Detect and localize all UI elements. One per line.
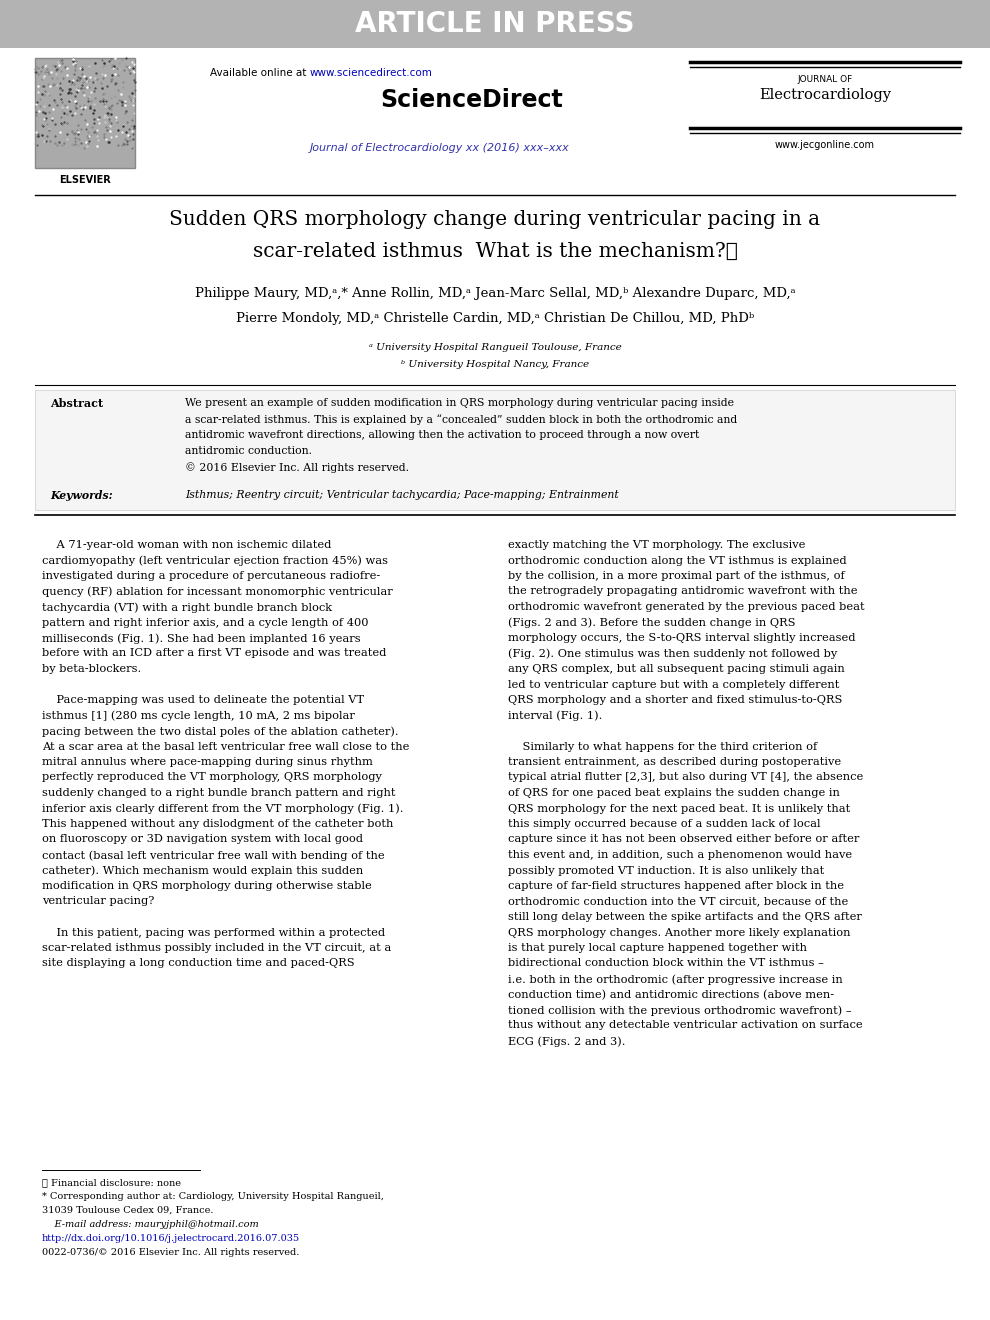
Text: QRS morphology changes. Another more likely explanation: QRS morphology changes. Another more lik… xyxy=(508,928,850,937)
Text: this simply occurred because of a sudden lack of local: this simply occurred because of a sudden… xyxy=(508,818,821,829)
Text: © 2016 Elsevier Inc. All rights reserved.: © 2016 Elsevier Inc. All rights reserved… xyxy=(185,462,409,473)
Text: ARTICLE IN PRESS: ARTICLE IN PRESS xyxy=(355,11,635,38)
Text: ELSEVIER: ELSEVIER xyxy=(59,176,111,185)
Text: orthodromic conduction into the VT circuit, because of the: orthodromic conduction into the VT circu… xyxy=(508,896,848,907)
Text: scar-related isthmus  What is the mechanism?★: scar-related isthmus What is the mechani… xyxy=(252,242,738,261)
Text: cardiomyopathy (left ventricular ejection fraction 45%) was: cardiomyopathy (left ventricular ejectio… xyxy=(42,556,388,566)
Text: (Fig. 2). One stimulus was then suddenly not followed by: (Fig. 2). One stimulus was then suddenly… xyxy=(508,648,838,659)
Text: We present an example of sudden modification in QRS morphology during ventricula: We present an example of sudden modifica… xyxy=(185,399,734,408)
Text: catheter). Which mechanism would explain this sudden: catheter). Which mechanism would explain… xyxy=(42,866,363,876)
Text: on fluoroscopy or 3D navigation system with local good: on fluoroscopy or 3D navigation system w… xyxy=(42,834,363,845)
Text: inferior axis clearly different from the VT morphology (Fig. 1).: inferior axis clearly different from the… xyxy=(42,804,404,814)
Text: Journal of Electrocardiology xx (2016) xxx–xxx: Journal of Electrocardiology xx (2016) x… xyxy=(310,143,570,153)
Text: At a scar area at the basal left ventricular free wall close to the: At a scar area at the basal left ventric… xyxy=(42,742,410,751)
Text: 0022-0736/© 2016 Elsevier Inc. All rights reserved.: 0022-0736/© 2016 Elsevier Inc. All right… xyxy=(42,1247,299,1257)
Text: of QRS for one paced beat explains the sudden change in: of QRS for one paced beat explains the s… xyxy=(508,788,840,799)
Text: capture of far-field structures happened after block in the: capture of far-field structures happened… xyxy=(508,880,844,891)
Text: tachycardia (VT) with a right bundle branch block: tachycardia (VT) with a right bundle bra… xyxy=(42,602,332,612)
Text: 31039 Toulouse Cedex 09, France.: 31039 Toulouse Cedex 09, France. xyxy=(42,1206,214,1214)
Text: * Corresponding author at: Cardiology, University Hospital Rangueil,: * Corresponding author at: Cardiology, U… xyxy=(42,1192,384,1201)
Text: This happened without any dislodgment of the catheter both: This happened without any dislodgment of… xyxy=(42,818,393,829)
Text: QRS morphology and a shorter and fixed stimulus-to-QRS: QRS morphology and a shorter and fixed s… xyxy=(508,696,842,705)
Text: Isthmus; Reentry circuit; Ventricular tachycardia; Pace-mapping; Entrainment: Isthmus; Reentry circuit; Ventricular ta… xyxy=(185,490,619,500)
Bar xyxy=(35,389,955,510)
Text: is that purely local capture happened together with: is that purely local capture happened to… xyxy=(508,942,807,953)
Text: conduction time) and antidromic directions (above men-: conduction time) and antidromic directio… xyxy=(508,990,835,999)
Text: by beta-blockers.: by beta-blockers. xyxy=(42,664,142,675)
Text: morphology occurs, the S-to-QRS interval slightly increased: morphology occurs, the S-to-QRS interval… xyxy=(508,634,855,643)
Text: Electrocardiology: Electrocardiology xyxy=(759,88,891,102)
Text: Sudden QRS morphology change during ventricular pacing in a: Sudden QRS morphology change during vent… xyxy=(169,210,821,228)
Text: In this patient, pacing was performed within a protected: In this patient, pacing was performed wi… xyxy=(42,928,385,937)
Text: interval (Fig. 1).: interval (Fig. 1). xyxy=(508,710,602,721)
Text: pacing between the two distal poles of the ablation catheter).: pacing between the two distal poles of t… xyxy=(42,726,399,737)
Text: investigated during a procedure of percutaneous radiofre-: investigated during a procedure of percu… xyxy=(42,572,380,581)
Text: milliseconds (Fig. 1). She had been implanted 16 years: milliseconds (Fig. 1). She had been impl… xyxy=(42,634,360,644)
Text: ᵇ University Hospital Nancy, France: ᵇ University Hospital Nancy, France xyxy=(401,360,589,370)
Text: quency (RF) ablation for incessant monomorphic ventricular: quency (RF) ablation for incessant monom… xyxy=(42,586,393,597)
Text: ECG (Figs. 2 and 3).: ECG (Figs. 2 and 3). xyxy=(508,1036,626,1047)
Text: pattern and right inferior axis, and a cycle length of 400: pattern and right inferior axis, and a c… xyxy=(42,618,368,627)
Text: modification in QRS morphology during otherwise stable: modification in QRS morphology during ot… xyxy=(42,880,372,891)
Text: typical atrial flutter [2,3], but also during VT [4], the absence: typical atrial flutter [2,3], but also d… xyxy=(508,772,863,783)
Text: before with an ICD after a first VT episode and was treated: before with an ICD after a first VT epis… xyxy=(42,648,386,659)
Text: Available online at: Available online at xyxy=(210,69,310,78)
Text: Pierre Mondoly, MD,ᵃ Christelle Cardin, MD,ᵃ Christian De Chillou, MD, PhDᵇ: Pierre Mondoly, MD,ᵃ Christelle Cardin, … xyxy=(236,312,754,325)
Text: A 71-year-old woman with non ischemic dilated: A 71-year-old woman with non ischemic di… xyxy=(42,540,332,550)
Text: (Figs. 2 and 3). Before the sudden change in QRS: (Figs. 2 and 3). Before the sudden chang… xyxy=(508,618,796,628)
Text: QRS morphology for the next paced beat. It is unlikely that: QRS morphology for the next paced beat. … xyxy=(508,804,850,813)
Text: tioned collision with the previous orthodromic wavefront) –: tioned collision with the previous ortho… xyxy=(508,1005,851,1015)
Text: thus without any detectable ventricular activation on surface: thus without any detectable ventricular … xyxy=(508,1020,862,1031)
Text: site displaying a long conduction time and paced-QRS: site displaying a long conduction time a… xyxy=(42,958,354,969)
Text: transient entrainment, as described during postoperative: transient entrainment, as described duri… xyxy=(508,756,842,767)
Text: a scar-related isthmus. This is explained by a “concealed” sudden block in both : a scar-related isthmus. This is explaine… xyxy=(185,414,738,425)
Text: www.jecgonline.com: www.jecgonline.com xyxy=(775,140,875,150)
Text: the retrogradely propagating antidromic wavefront with the: the retrogradely propagating antidromic … xyxy=(508,586,857,597)
Text: antidromic wavefront directions, allowing then the activation to proceed through: antidromic wavefront directions, allowin… xyxy=(185,430,699,440)
Text: ᵃ University Hospital Rangueil Toulouse, France: ᵃ University Hospital Rangueil Toulouse,… xyxy=(368,343,622,352)
Text: ventricular pacing?: ventricular pacing? xyxy=(42,896,154,907)
Text: Philippe Maury, MD,ᵃ,* Anne Rollin, MD,ᵃ Jean-Marc Sellal, MD,ᵇ Alexandre Duparc: Philippe Maury, MD,ᵃ,* Anne Rollin, MD,ᵃ… xyxy=(195,286,795,300)
Text: orthodromic wavefront generated by the previous paced beat: orthodromic wavefront generated by the p… xyxy=(508,602,864,612)
Text: antidromic conduction.: antidromic conduction. xyxy=(185,446,312,455)
Text: isthmus [1] (280 ms cycle length, 10 mA, 2 ms bipolar: isthmus [1] (280 ms cycle length, 10 mA,… xyxy=(42,710,354,721)
Text: exactly matching the VT morphology. The exclusive: exactly matching the VT morphology. The … xyxy=(508,540,806,550)
Text: ★ Financial disclosure: none: ★ Financial disclosure: none xyxy=(42,1177,181,1187)
Text: JOURNAL OF: JOURNAL OF xyxy=(797,75,852,84)
Text: led to ventricular capture but with a completely different: led to ventricular capture but with a co… xyxy=(508,680,840,689)
Text: Similarly to what happens for the third criterion of: Similarly to what happens for the third … xyxy=(508,742,818,751)
Text: by the collision, in a more proximal part of the isthmus, of: by the collision, in a more proximal par… xyxy=(508,572,844,581)
Text: orthodromic conduction along the VT isthmus is explained: orthodromic conduction along the VT isth… xyxy=(508,556,846,565)
Bar xyxy=(35,58,135,168)
Text: Keywords:: Keywords: xyxy=(50,490,113,502)
Text: suddenly changed to a right bundle branch pattern and right: suddenly changed to a right bundle branc… xyxy=(42,788,395,799)
Text: ScienceDirect: ScienceDirect xyxy=(380,88,562,112)
Text: www.sciencedirect.com: www.sciencedirect.com xyxy=(310,69,433,78)
Text: possibly promoted VT induction. It is also unlikely that: possibly promoted VT induction. It is al… xyxy=(508,866,825,875)
Text: http://dx.doi.org/10.1016/j.jelectrocard.2016.07.035: http://dx.doi.org/10.1016/j.jelectrocard… xyxy=(42,1234,300,1243)
Text: E-mail address: mauryjphil@hotmail.com: E-mail address: mauryjphil@hotmail.com xyxy=(42,1220,258,1229)
Text: contact (basal left ventricular free wall with bending of the: contact (basal left ventricular free wal… xyxy=(42,850,385,861)
Text: capture since it has not been observed either before or after: capture since it has not been observed e… xyxy=(508,834,859,845)
Text: i.e. both in the orthodromic (after progressive increase in: i.e. both in the orthodromic (after prog… xyxy=(508,974,842,985)
Text: perfectly reproduced the VT morphology, QRS morphology: perfectly reproduced the VT morphology, … xyxy=(42,772,382,783)
Text: this event and, in addition, such a phenomenon would have: this event and, in addition, such a phen… xyxy=(508,850,852,861)
Text: scar-related isthmus possibly included in the VT circuit, at a: scar-related isthmus possibly included i… xyxy=(42,942,391,953)
Text: mitral annulus where pace-mapping during sinus rhythm: mitral annulus where pace-mapping during… xyxy=(42,756,373,767)
Text: Pace-mapping was used to delineate the potential VT: Pace-mapping was used to delineate the p… xyxy=(42,696,364,705)
Text: Abstract: Abstract xyxy=(50,399,103,409)
Text: still long delay between the spike artifacts and the QRS after: still long delay between the spike artif… xyxy=(508,912,862,921)
Text: bidirectional conduction block within the VT isthmus –: bidirectional conduction block within th… xyxy=(508,958,824,969)
Text: any QRS complex, but all subsequent pacing stimuli again: any QRS complex, but all subsequent paci… xyxy=(508,664,844,675)
Bar xyxy=(0,0,990,48)
